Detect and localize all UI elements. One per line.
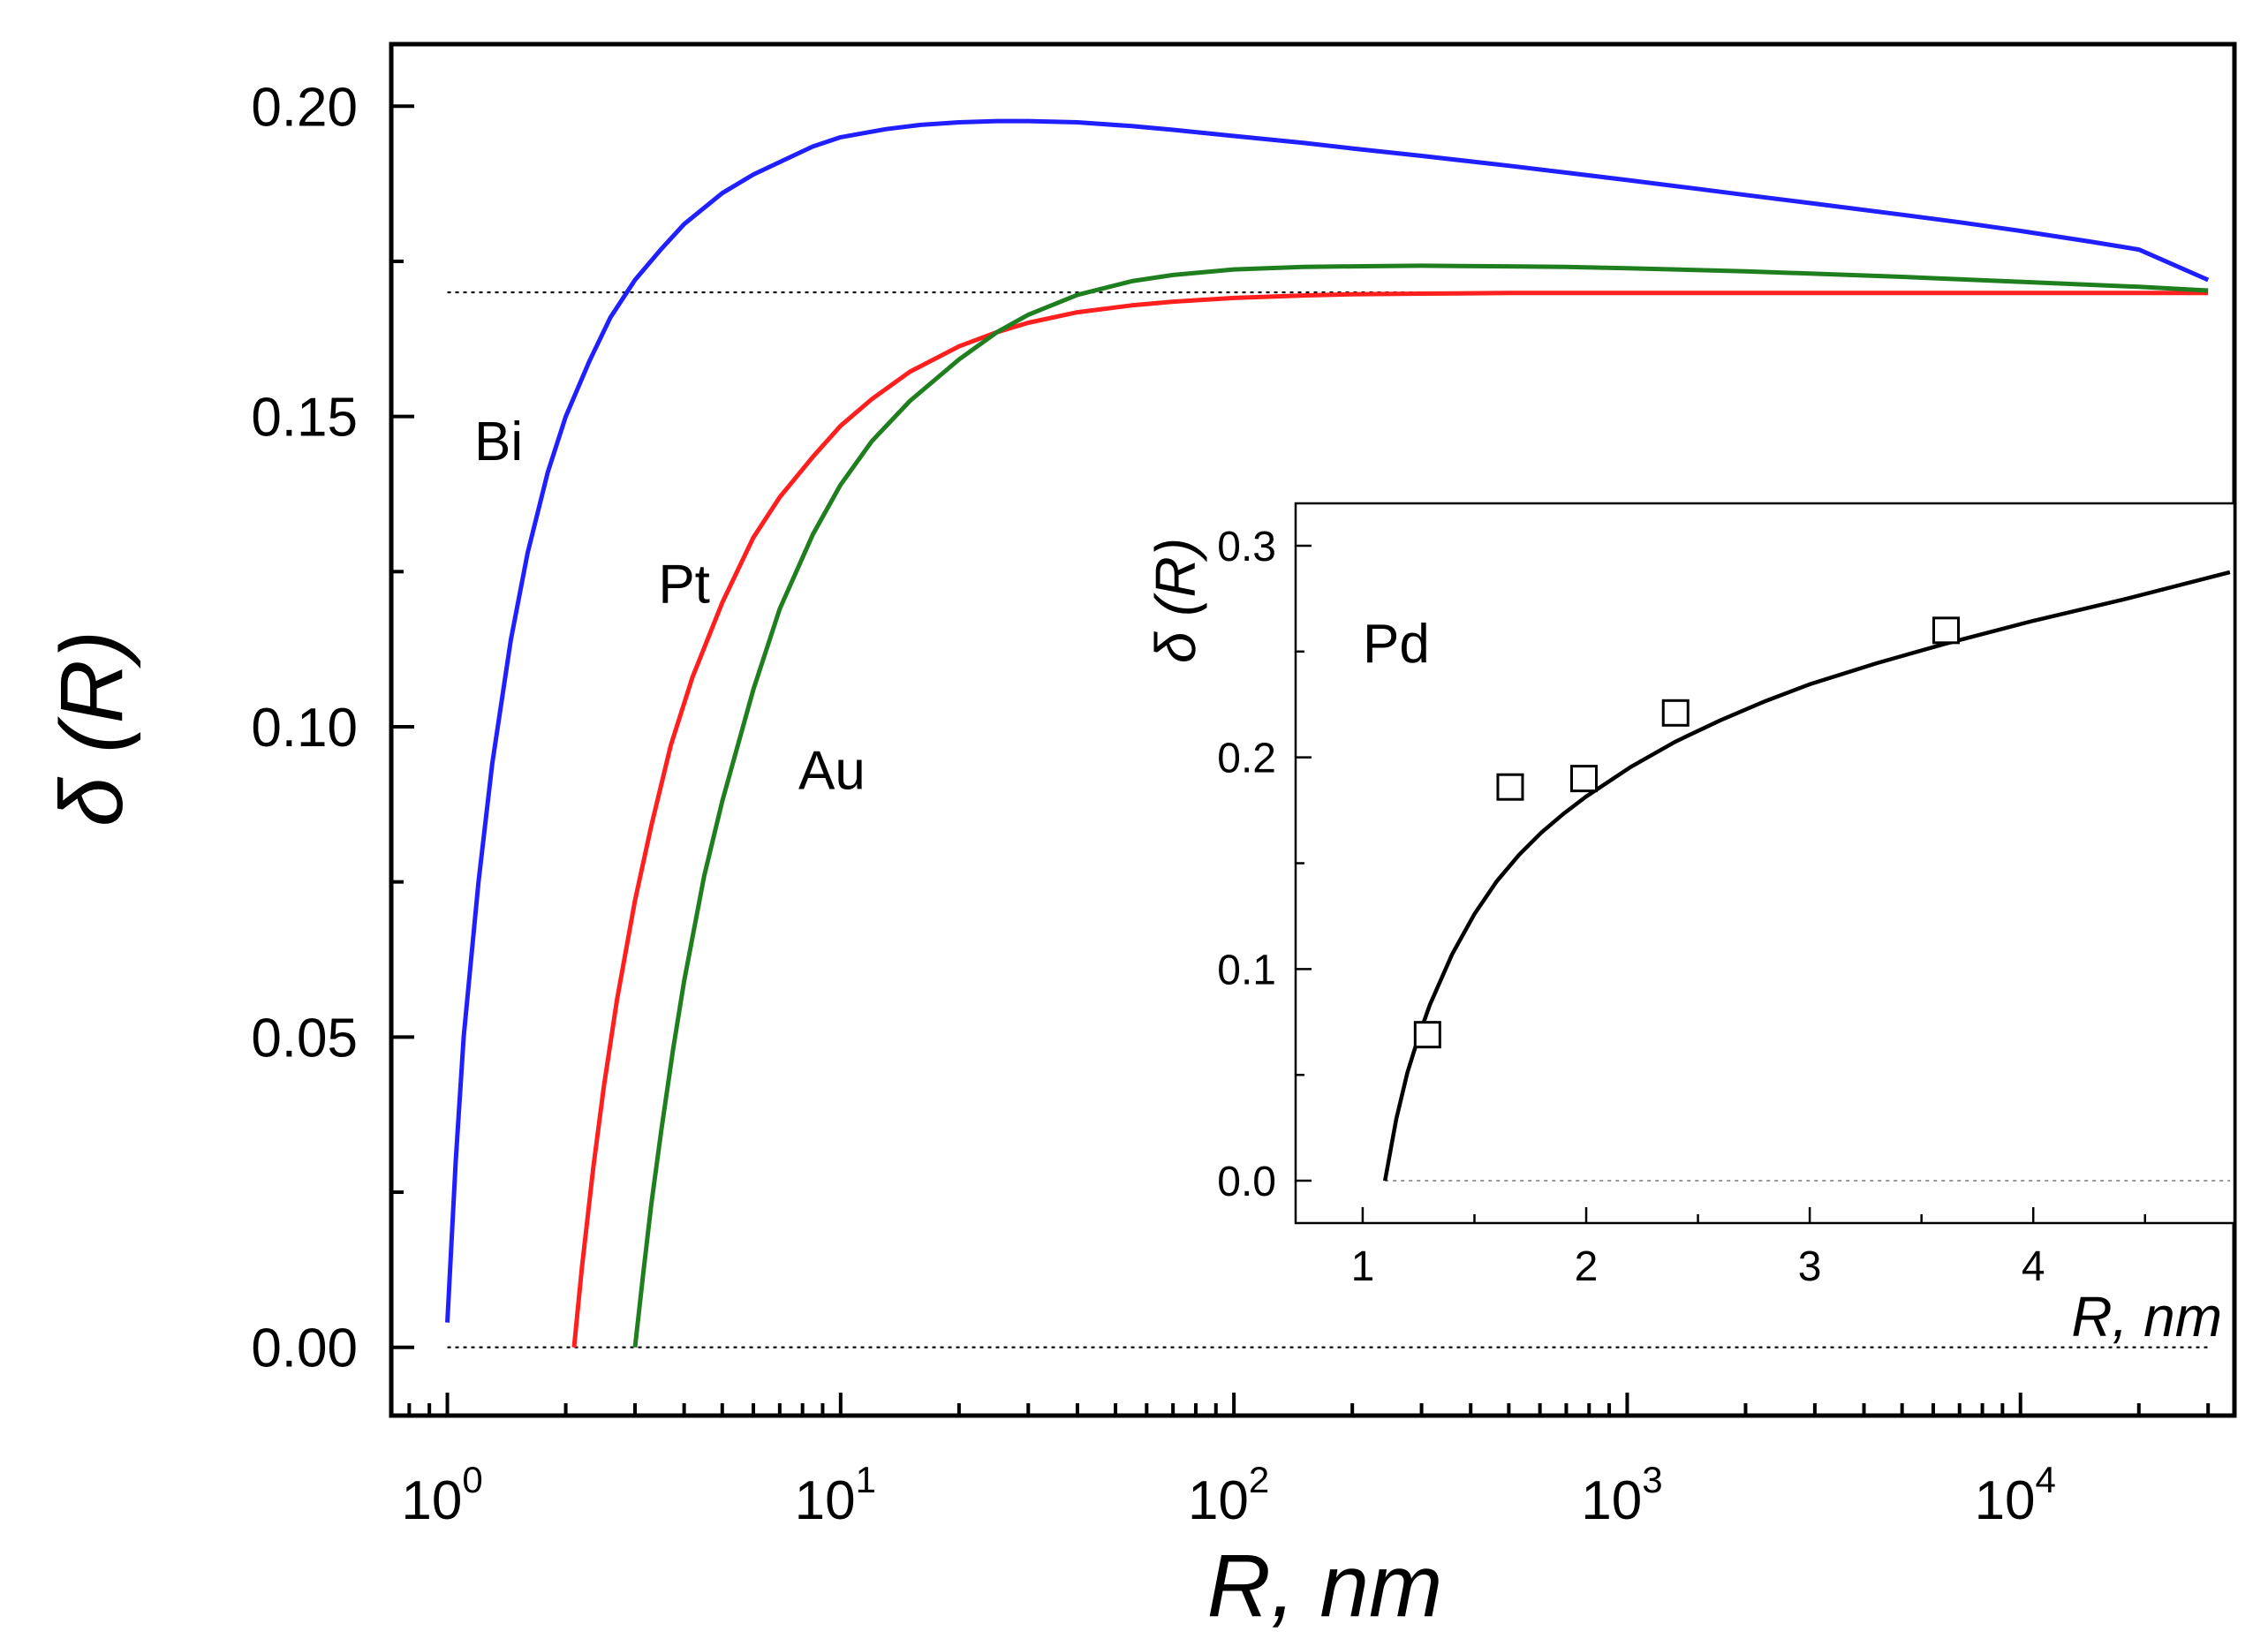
y-tick-label: 0.20 [251,77,358,138]
x-tick-label: 101 [795,1459,876,1531]
y-tick-label: 0.15 [251,388,358,449]
inset-data-point [1661,699,1690,727]
inset-x-axis: 1 2 3 4 [1351,1207,2147,1290]
inset-x-tick-label: 1 [1351,1243,1375,1290]
y-tick-label: 0.00 [251,1318,358,1379]
inset-series-labels: Pd [1363,614,1430,675]
inset-x-tick-label: 2 [1575,1243,1599,1290]
x-tick-label: 103 [1581,1459,1662,1531]
inset-y-axis-title: δ (R) [1144,538,1207,663]
main-chart: 100 101 102 103 104 0.00 0.05 0.10 0.15 0.20 Bi P… [42,42,2237,1635]
inset-fit-line-pd [1382,570,2231,1182]
inset-x-tick-label: 3 [1798,1243,1822,1290]
inset-y-tick-label: 0.0 [1217,1159,1276,1205]
main-x-axis-title: R, nm [1207,1537,1443,1635]
inset-chart: 1 2 3 4 0.0 0.1 0.2 0.3 Pd R, nm δ (R) [1144,502,2236,1348]
series-label-pt: Pt [658,554,710,615]
y-tick-label: 0.05 [251,1008,358,1069]
series-line-pt [571,291,2209,1348]
x-tick-label: 102 [1188,1459,1269,1531]
inset-x-tick-label: 4 [2022,1243,2045,1290]
series-line-au [632,263,2209,1348]
inset-y-axis: 0.0 0.1 0.2 0.3 [1217,524,1312,1205]
inset-data-point [1496,773,1524,801]
inset-y-tick-label: 0.2 [1217,736,1276,782]
inset-data-point [1569,765,1598,793]
inset-series-group [1382,570,2231,1182]
inset-y-tick-label: 0.3 [1217,524,1276,570]
inset-background [1296,503,2234,1223]
main-x-axis: 100 101 102 103 104 [401,1393,2211,1531]
x-tick-label: 100 [401,1459,482,1531]
inset-y-tick-label: 0.1 [1217,947,1276,993]
main-series-group [445,118,2210,1348]
inset-x-axis-title: R, nm [2071,1285,2222,1348]
inset-data-point [1413,1021,1441,1049]
inset-series-label-pd: Pd [1363,614,1430,675]
y-tick-label: 0.10 [251,698,358,759]
main-y-axis: 0.00 0.05 0.10 0.15 0.20 [251,77,414,1379]
main-y-axis-title: δ (R) [42,631,141,827]
inset-data-point [1932,616,1961,645]
series-line-bi [445,118,2210,1323]
main-series-labels: Bi Pt Au [474,412,866,801]
x-tick-label: 104 [1975,1459,2056,1531]
series-label-au: Au [798,740,866,801]
series-label-bi: Bi [474,412,523,472]
